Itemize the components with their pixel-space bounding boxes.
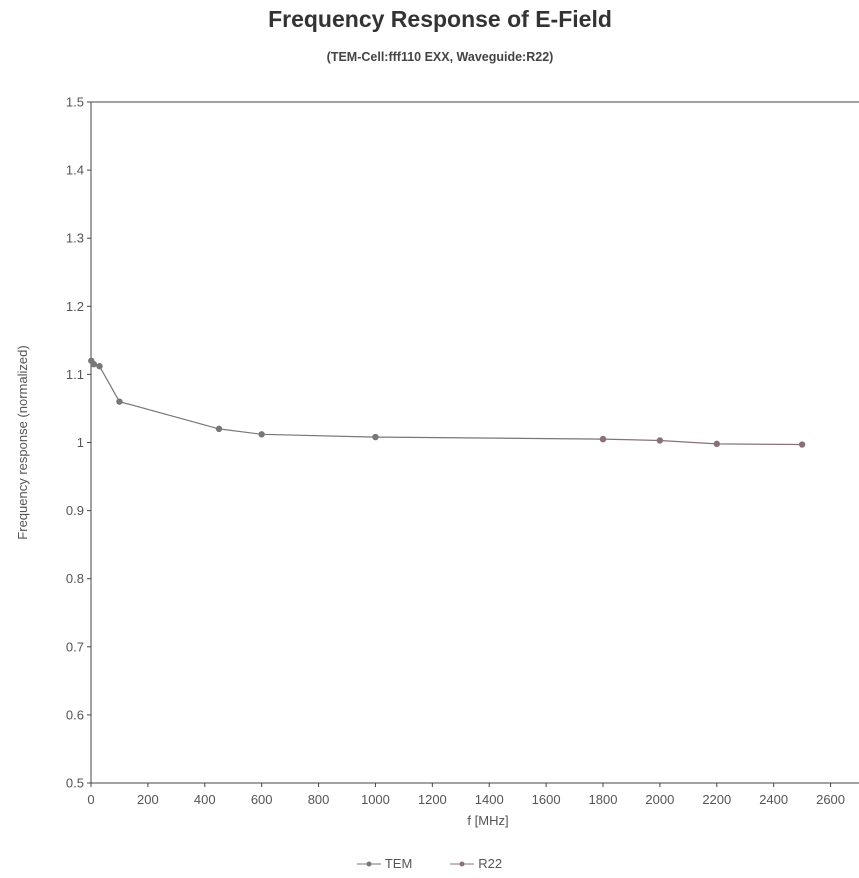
legend-item-tem: TEM (356, 856, 413, 871)
series-line-tem (90, 360, 604, 440)
data-point-tem (96, 363, 103, 370)
x-tick-label: 2200 (702, 792, 731, 807)
y-tick-label: 1.3 (66, 231, 84, 246)
x-tick-label: 400 (194, 792, 216, 807)
data-point-r22 (656, 437, 664, 444)
y-tick-label: 0.9 (66, 503, 84, 518)
data-point-tem (258, 431, 265, 438)
y-tick-label: 0.8 (66, 571, 84, 586)
x-tick-label: 1000 (361, 792, 390, 807)
y-tick-label: 0.6 (66, 707, 84, 722)
series-tem (88, 357, 607, 443)
data-point-tem (116, 398, 123, 405)
series-line-r22 (602, 438, 803, 446)
y-tick-label: 1.4 (66, 163, 84, 178)
legend-swatch-r22 (450, 861, 475, 866)
series-r22 (599, 435, 806, 448)
axes: 0.5 0.6 0.7 0.8 0.9 1 1.1 1.2 1.3 1.4 1.5 0 200 400 60… (15, 95, 859, 828)
x-axis-title: f [MHz] (467, 813, 508, 828)
legend-swatch-tem (356, 861, 381, 866)
y-tick-label: 1 (77, 435, 84, 450)
x-tick-label: 2600 (816, 792, 845, 807)
data-point-r22 (599, 435, 607, 443)
x-tick-label: 200 (137, 792, 159, 807)
data-point-r22 (798, 441, 806, 448)
chart-title: Frequency Response of E-Field (268, 6, 612, 32)
x-tick-label: 1400 (475, 792, 504, 807)
plot-area (88, 357, 806, 448)
legend-label-r22: R22 (478, 856, 503, 871)
x-tick-label: 2000 (645, 792, 674, 807)
y-tick-label: 0.7 (66, 639, 84, 654)
x-tick-label: 1200 (418, 792, 447, 807)
line-chart: 0.5 0.6 0.7 0.8 0.9 1 1.1 1.2 1.3 1.4 1.5 0 200 400 60… (15, 95, 859, 828)
x-tick-label: 800 (308, 792, 330, 807)
y-tick-label: 1.5 (66, 95, 84, 110)
y-axis-title: Frequency response (normalized) (15, 345, 30, 539)
data-point-tem (372, 433, 379, 441)
legend: TEM R22 (0, 856, 859, 871)
y-tick-label: 0.5 (66, 776, 84, 791)
y-tick-label: 1.1 (66, 367, 84, 382)
x-tick-label: 1800 (589, 792, 618, 807)
data-point-tem (215, 425, 223, 433)
x-tick-label: 2400 (759, 792, 788, 807)
legend-item-r22: R22 (450, 856, 502, 871)
chart-subtitle: (TEM-Cell:fff110 EXX, Waveguide:R22) (326, 50, 554, 64)
x-tick-label: 1600 (532, 792, 561, 807)
data-point-r22 (713, 440, 720, 448)
data-point-tem (90, 360, 98, 368)
x-tick-label: 600 (251, 792, 273, 807)
x-tick-label: 0 (87, 792, 94, 807)
y-tick-label: 1.2 (66, 299, 84, 314)
legend-label-tem: TEM (384, 856, 413, 871)
